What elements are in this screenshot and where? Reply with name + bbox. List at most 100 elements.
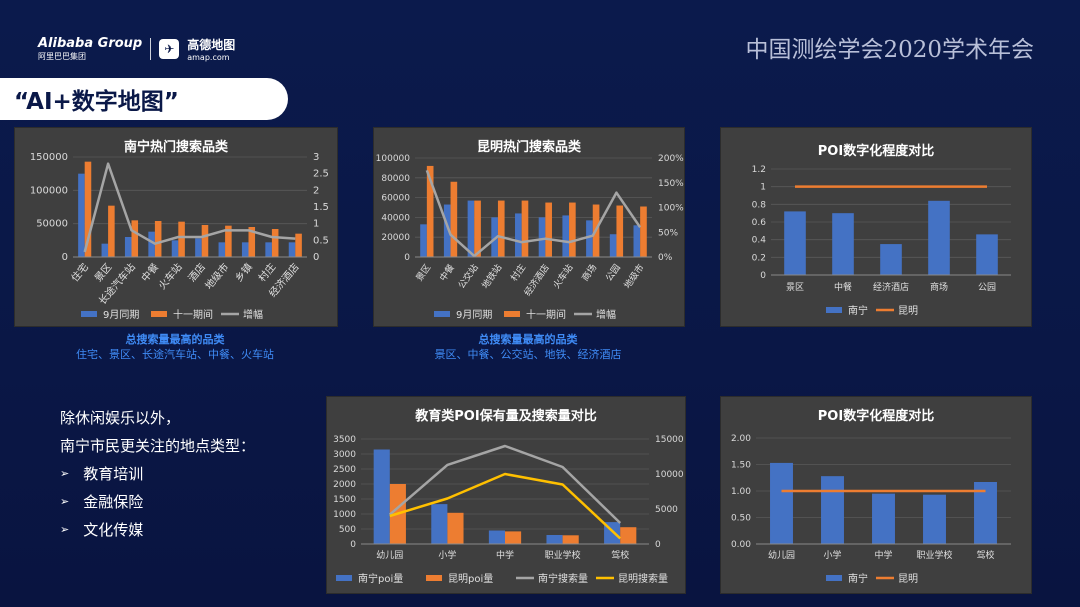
bar (78, 173, 85, 257)
bar (467, 200, 475, 257)
side-text: 除休闲娱乐以外， 南宁市民更关注的地点类型： ➢ 教育培训 ➢ 金融保险 ➢ 文… (60, 404, 255, 544)
y-tick-label: 1.00 (731, 487, 751, 497)
logo-divider (150, 38, 152, 60)
bar (148, 231, 155, 257)
side-line-1: 除休闲娱乐以外， (60, 409, 181, 427)
note-nanning: 总搜索量最高的品类 住宅、景区、长途汽车站、中餐、火车站 (14, 332, 336, 362)
bar (84, 161, 92, 257)
bar (101, 243, 109, 257)
legend-label: 南宁搜索量 (538, 572, 588, 585)
x-tick-label: 景区 (786, 282, 804, 293)
arrow-right-icon: ➢ (60, 467, 70, 480)
x-tick-label: 火车站 (155, 261, 184, 292)
bullet-label: 金融保险 (83, 493, 144, 511)
bar (562, 215, 570, 257)
logo-group: Alibaba Group 阿里巴巴集团 ✈ 高德地图 amap.com (38, 36, 235, 62)
bar (538, 217, 546, 257)
x-tick-label: 公交站 (455, 262, 480, 291)
chart-kunming: 0 20000 40000 60000 80000 100000 0% 50% 100% 150%… (376, 154, 684, 321)
bar (431, 504, 448, 544)
chart-panel-poi1: POI数字化程度对比 0 0.2 0.4 0.6 0.8 1 1.2 景区 中餐 经济酒店 商场 公园… (720, 127, 1032, 327)
note-text: 景区、中餐、公交站、地铁、经济酒店 (434, 348, 622, 361)
y-tick-label: 0.8 (752, 200, 767, 210)
bar (491, 217, 498, 257)
bar (872, 493, 895, 544)
series-line (425, 169, 642, 258)
legend-label: 十一期间 (526, 308, 566, 321)
bullet-item: ➢ 金融保险 (60, 488, 255, 516)
slide-title: “AI+数字地图” (14, 89, 179, 115)
legend-swatch (336, 575, 352, 581)
bar (426, 165, 434, 257)
bar (505, 531, 522, 544)
legend-label: 昆明poi量 (448, 573, 493, 585)
x-tick-label: 乡镇 (232, 261, 255, 285)
x-tick-label: 驾校 (976, 549, 994, 561)
amap-icon: ✈ (159, 39, 180, 59)
legend-swatch (826, 307, 842, 313)
bar (832, 213, 854, 275)
y-tick-label: 0.00 (731, 540, 751, 550)
bar (586, 220, 593, 257)
bar (154, 221, 162, 257)
x-tick-label: 幼儿园 (376, 549, 403, 561)
legend-label: 增幅 (243, 308, 263, 321)
y-tick-label: 0.4 (752, 236, 767, 246)
y2-tick-label: 10000 (655, 470, 684, 480)
series-line (388, 444, 622, 524)
y2-tick-label: 150% (658, 179, 684, 189)
bar (248, 227, 256, 257)
y-tick-label: 0.2 (752, 253, 766, 263)
y2-tick-label: 1 (313, 219, 319, 230)
x-tick-label: 中餐 (138, 261, 161, 285)
y-tick-label: 1000 (333, 510, 356, 520)
y-tick-label: 150000 (30, 152, 68, 163)
bar (171, 240, 179, 257)
chart-title: 昆明热门搜索品类 (476, 140, 581, 155)
note-kunming: 总搜索量最高的品类 景区、中餐、公交站、地铁、经济酒店 (373, 332, 683, 362)
bar (928, 200, 950, 275)
x-tick-label: 幼儿园 (768, 549, 795, 561)
chart-edu: 0 500 1000 1500 2000 2500 3000 3500 0 5000 10000 15… (333, 435, 684, 585)
bar (974, 481, 997, 544)
y2-tick-label: 1.5 (313, 202, 329, 213)
x-tick-label: 公园 (604, 262, 623, 283)
y2-tick-label: 0 (313, 252, 319, 263)
y-tick-label: 0 (760, 271, 766, 281)
chart-title: POI数字化程度对比 (817, 144, 935, 159)
y-tick-label: 100000 (376, 154, 411, 164)
y-tick-label: 50000 (36, 219, 68, 230)
bar (178, 221, 185, 257)
chart-panel-nanning: 南宁热门搜索品类 0 50000 100000 150000 0 0.5 1 1.5 2 2.5 3… (14, 127, 338, 327)
note-text: 住宅、景区、长途汽车站、中餐、火车站 (76, 348, 274, 361)
x-tick-label: 经济酒店 (873, 281, 909, 293)
y2-tick-label: 5000 (655, 505, 678, 515)
y-tick-label: 0.6 (752, 218, 767, 228)
legend-swatch (504, 311, 520, 317)
legend-label: 南宁 (848, 304, 868, 317)
bar (640, 206, 647, 257)
x-tick-label: 驾校 (611, 549, 629, 561)
bar (497, 200, 505, 257)
x-tick-label: 景区 (414, 262, 433, 283)
chart-title: POI数字化程度对比 (817, 409, 935, 424)
bar (515, 213, 522, 257)
y-tick-label: 0.50 (731, 514, 751, 524)
x-tick-label: 中餐 (834, 281, 852, 293)
amap-name: 高德地图 (187, 38, 236, 52)
legend-label: 昆明搜索量 (618, 572, 668, 585)
bar (447, 512, 464, 544)
x-tick-label: 地级市 (202, 261, 231, 292)
bullet-item: ➢ 文化传媒 (60, 516, 255, 544)
bar (443, 204, 451, 257)
note-title: 总搜索量最高的品类 (478, 333, 578, 346)
series-line (83, 162, 296, 253)
x-tick-label: 地级市 (621, 262, 646, 291)
y-tick-label: 1 (760, 183, 766, 193)
bar (225, 225, 232, 257)
amap-url: amap.com (187, 53, 230, 62)
bar (923, 494, 946, 544)
x-tick-label: 村庄 (255, 261, 278, 285)
chart-title: 南宁热门搜索品类 (123, 140, 228, 155)
